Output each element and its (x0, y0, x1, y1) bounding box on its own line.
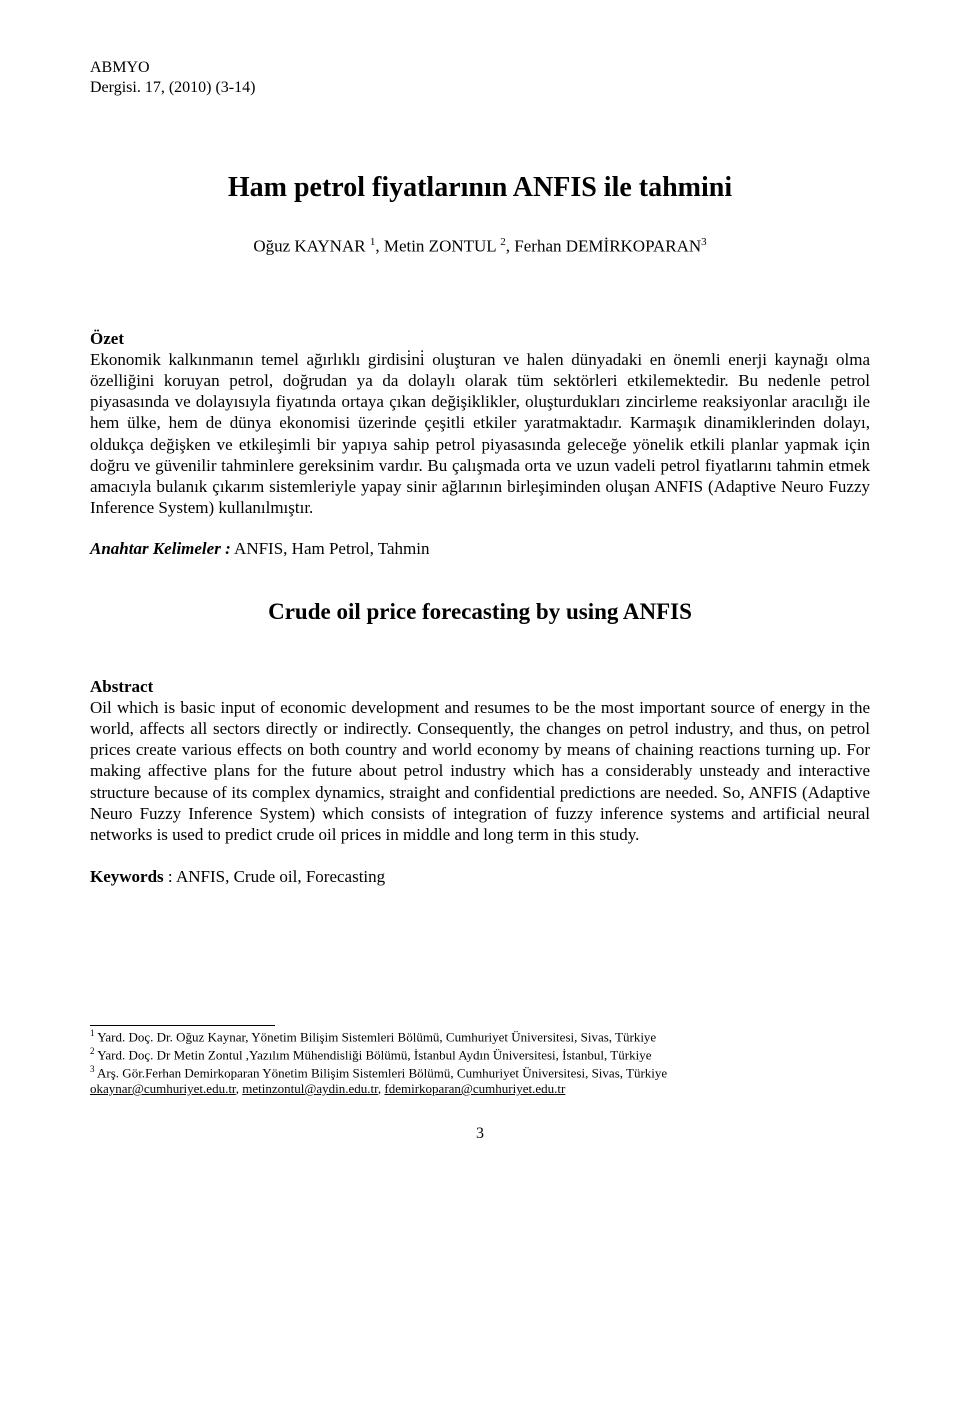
article-title: Ham petrol fiyatlarının ANFIS ile tahmin… (90, 172, 870, 204)
email-3-link[interactable]: fdemirkoparan@cumhuriyet.edu.tr (384, 1081, 565, 1096)
footnote-3-pre: Arş. Gör. (95, 1065, 146, 1080)
email-1-link[interactable]: okaynar@cumhuriyet.edu.tr (90, 1081, 236, 1096)
ozet-heading: Özet (90, 329, 870, 349)
anahtar-label: Anahtar Kelimeler : (90, 539, 231, 558)
footnote-2-rest: Metin Zontul ,Yazılım Mühendisliği Bölüm… (174, 1047, 652, 1062)
email-2-link[interactable]: metinzontul@aydin.edu.tr (242, 1081, 378, 1096)
page: ABMYO Dergisi. 17, (2010) (3-14) Ham pet… (0, 0, 960, 1427)
anahtar-kelimeler: Anahtar Kelimeler : ANFIS, Ham Petrol, T… (90, 539, 870, 559)
journal-issue: Dergisi. 17, (2010) (3-14) (90, 78, 870, 98)
author-2: Metin ZONTUL (384, 237, 500, 256)
footnote-3-rest: Ferhan Demirkoparan Yönetim Bilişim Sist… (145, 1065, 667, 1080)
page-number: 3 (90, 1125, 870, 1143)
footnotes-block: 1 Yard. Doç. Dr. Oğuz Kaynar, Yönetim Bi… (90, 1028, 870, 1097)
abstract-heading: Abstract (90, 677, 870, 697)
footnote-separator (90, 1025, 275, 1026)
footnote-3: 3 Arş. Gör.Ferhan Demirkoparan Yönetim B… (90, 1064, 870, 1082)
keywords-value: : ANFIS, Crude oil, Forecasting (164, 867, 385, 886)
footnote-emails: okaynar@cumhuriyet.edu.tr, metinzontul@a… (90, 1081, 870, 1097)
footnote-2: 2 Yard. Doç. Dr Metin Zontul ,Yazılım Mü… (90, 1046, 870, 1064)
author-3-sup: 3 (701, 236, 707, 248)
footnote-2-pre: Yard. Doç. Dr (95, 1047, 174, 1062)
journal-name: ABMYO (90, 58, 870, 78)
anahtar-value: ANFIS, Ham Petrol, Tahmin (231, 539, 430, 558)
author-sep-1: , (375, 237, 384, 256)
footnote-1-rest: Oğuz Kaynar, Yönetim Bilişim Sistemleri … (176, 1030, 656, 1045)
author-1: Oğuz KAYNAR (253, 237, 370, 256)
keywords-line: Keywords : ANFIS, Crude oil, Forecasting (90, 867, 870, 887)
authors-line: Oğuz KAYNAR 1, Metin ZONTUL 2, Ferhan DE… (90, 236, 870, 257)
ozet-body: Ekonomik kalkınmanın temel ağırlıklı gir… (90, 349, 870, 519)
footnote-1: 1 Yard. Doç. Dr. Oğuz Kaynar, Yönetim Bi… (90, 1028, 870, 1046)
abstract-body: Oil which is basic input of economic dev… (90, 697, 870, 846)
author-3: Ferhan DEMİRKOPARAN (514, 237, 701, 256)
footnote-1-pre: Yard. Doç. Dr. (95, 1030, 177, 1045)
keywords-label: Keywords (90, 867, 164, 886)
subtitle-en: Crude oil price forecasting by using ANF… (90, 599, 870, 625)
